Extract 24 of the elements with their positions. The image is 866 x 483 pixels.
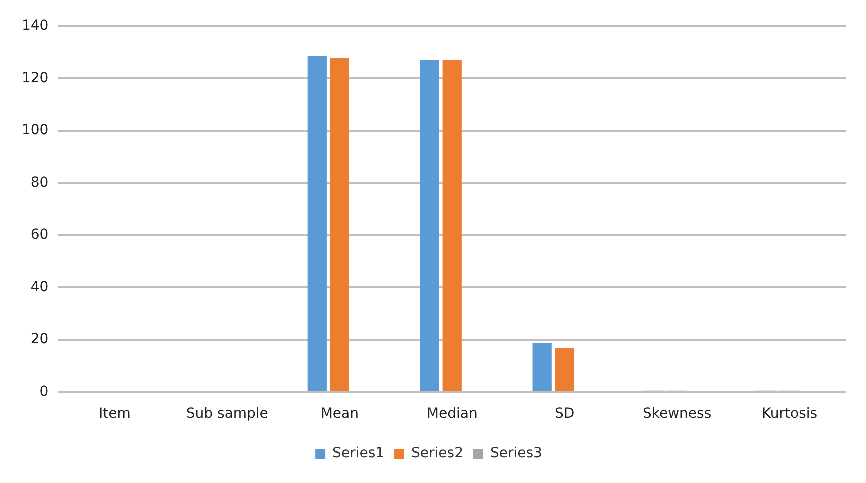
x-tick-label: Median [426,406,478,422]
y-tick-label: 40 [30,279,49,296]
y-tick-label: 80 [30,174,49,191]
bar [555,348,574,392]
y-tick-label: 140 [22,18,49,34]
y-tick-label: 60 [30,227,49,244]
y-tick-label: 120 [22,70,49,86]
bar [330,58,350,392]
x-tick-label: Skewness [642,406,712,422]
x-tick-label: Kurtosis [762,406,818,422]
x-tick-label: Sub sample [186,406,268,422]
x-tick-label: Mean [320,406,359,422]
y-tick-label: 20 [30,332,49,348]
x-tick-label: Item [99,406,131,422]
y-tick-label: 0 [40,384,49,400]
legend-label: Series2 [412,446,464,462]
legend-label: Series1 [332,446,385,462]
bar [442,60,462,392]
bar [532,343,552,392]
y-tick-label: 100 [22,122,49,139]
bar [308,56,327,392]
bar [420,60,440,392]
x-tick-label: SD [554,406,575,422]
legend-label: Series3 [490,446,542,462]
